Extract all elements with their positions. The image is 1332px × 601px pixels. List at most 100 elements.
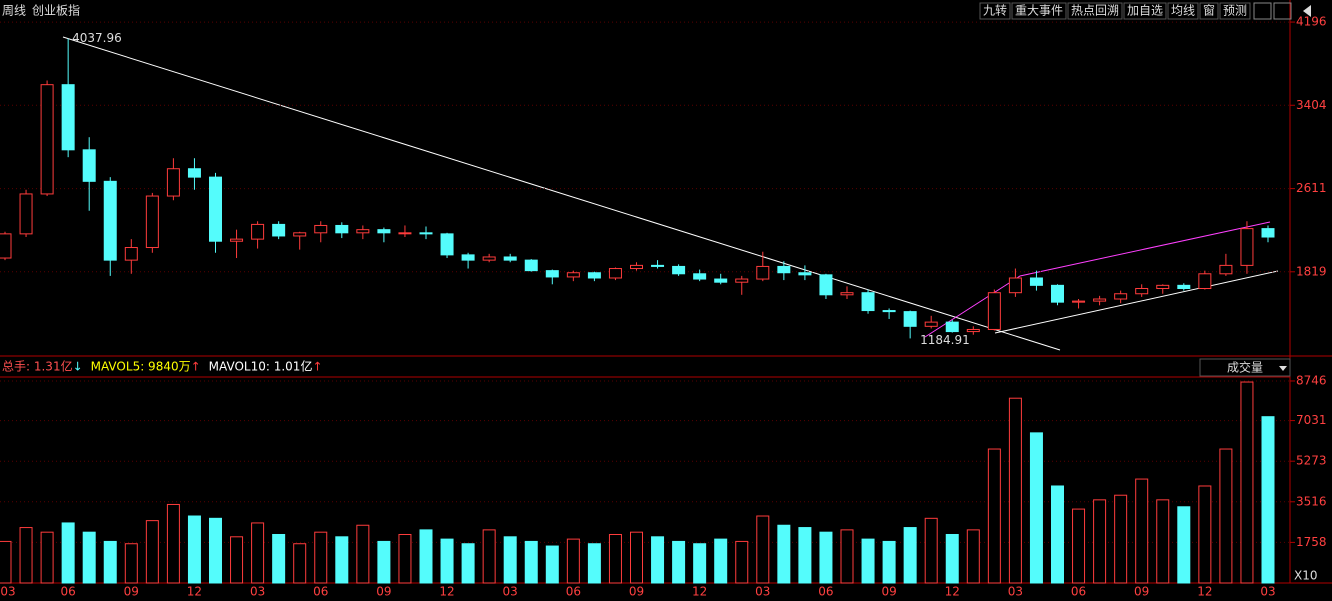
candle-body (545, 270, 559, 278)
volume-bar (461, 543, 475, 584)
indicator-title: 成交量 (1227, 360, 1263, 375)
y-tick-label: 5273 (1296, 454, 1327, 468)
volume-bar (1198, 485, 1212, 584)
toolbar-button[interactable]: 九转 (983, 3, 1007, 18)
toolbar-button-bg[interactable] (979, 2, 1011, 20)
x-tick-label: 03 (1008, 585, 1023, 599)
toolbar-button-bg[interactable] (1199, 2, 1219, 20)
candle-body (945, 321, 959, 333)
candle-body (1261, 228, 1275, 238)
toolbar-button[interactable]: 热点回溯 (1071, 3, 1119, 18)
candle-body (587, 272, 601, 279)
candle-body (314, 224, 328, 234)
x-tick-label: 09 (881, 585, 896, 599)
legend-label: 总手: 1.31亿 (2, 359, 73, 374)
volume-bar (524, 540, 538, 584)
candle-body (145, 195, 159, 249)
candle-body (230, 238, 244, 242)
x-tick-label: 03 (1260, 585, 1275, 599)
volume-bar (209, 517, 222, 584)
period: 周线 (2, 4, 26, 18)
volume-bar (693, 543, 707, 584)
volume-bar (987, 448, 1001, 584)
volume-bar (40, 531, 54, 584)
volume-bar (1261, 416, 1275, 584)
candle-body (1198, 273, 1212, 289)
back-button[interactable] (1303, 5, 1311, 17)
candle-body (1114, 293, 1128, 300)
candle-body (103, 180, 117, 261)
toolbar-button[interactable]: 预测 (1223, 4, 1247, 18)
x-tick-label: 06 (61, 585, 76, 599)
volume-bar (566, 538, 580, 584)
candle-body (293, 232, 307, 237)
max-label: 4037.96 (72, 31, 122, 45)
volume-bar (335, 536, 349, 584)
volume-bar (1114, 494, 1128, 584)
candle-body (1072, 300, 1086, 303)
toolbar-button[interactable]: 窗 (1203, 4, 1215, 18)
candle-body (566, 272, 580, 278)
candle-body (187, 168, 201, 178)
restore-button[interactable] (1273, 2, 1292, 20)
volume-bar (124, 543, 138, 584)
toolbar-button-bg[interactable] (1011, 2, 1067, 20)
candle-body (356, 229, 370, 234)
y-tick-label: 3404 (1296, 98, 1327, 112)
candle-body (209, 176, 222, 242)
indicator-select[interactable] (1199, 358, 1291, 377)
volume-bar (230, 536, 244, 584)
legend-arrow: ↓ (73, 360, 83, 374)
y-tick-label: 3516 (1296, 494, 1327, 508)
toolbar-button[interactable]: 加自选 (1127, 4, 1163, 18)
volume-bar (924, 517, 938, 584)
candle-body (1156, 284, 1170, 289)
volume-bar (840, 529, 854, 584)
candle-body (40, 84, 54, 195)
candle-body (693, 273, 707, 280)
trend-line (924, 221, 1271, 338)
toolbar-button-bg[interactable] (1167, 2, 1199, 20)
candle-body (987, 292, 1001, 330)
candle-body (61, 84, 75, 151)
candle-body (903, 311, 917, 327)
volume-bar (61, 522, 75, 584)
volume-bar (1008, 397, 1022, 584)
volume-bar (482, 529, 496, 584)
toolbar-button-bg[interactable] (1067, 2, 1123, 20)
volume-bar (903, 527, 917, 584)
volume-bar (419, 529, 433, 584)
dropdown-arrow (1279, 366, 1287, 371)
volume-bar (0, 540, 12, 584)
candle-body (335, 224, 349, 234)
y-tick-label: 8746 (1296, 373, 1327, 387)
x-tick-label: 12 (1197, 585, 1212, 599)
candle-body (398, 232, 412, 235)
index-name: 创业板指 (32, 3, 80, 18)
x-tick-label: 09 (629, 585, 644, 599)
volume-bar (398, 533, 412, 584)
volume-bar (651, 536, 665, 584)
candle-body (672, 265, 686, 275)
lock-button[interactable] (1253, 2, 1272, 20)
legend-arrow: ↑ (191, 360, 201, 374)
volume-bar (819, 531, 833, 584)
toolbar-button-bg[interactable] (1219, 2, 1251, 20)
candle-body (756, 265, 770, 280)
volume-bar (608, 533, 622, 584)
toolbar-button[interactable]: 均线 (1171, 4, 1195, 18)
toolbar-button[interactable]: 重大事件 (1015, 4, 1063, 18)
volume-bar (798, 527, 812, 584)
candle-body (1219, 264, 1233, 275)
volume-bar (756, 515, 770, 584)
candle-body (461, 254, 475, 261)
x-tick-label: 09 (376, 585, 391, 599)
volume-bar (272, 533, 286, 584)
x-tick-label: 09 (124, 585, 139, 599)
toolbar-button-bg[interactable] (1123, 2, 1167, 20)
candle-body (82, 149, 96, 182)
x-tick-label: 12 (439, 585, 454, 599)
candle-body (251, 223, 265, 240)
y-tick-label: 1819 (1296, 264, 1327, 278)
candle-body (651, 264, 665, 267)
